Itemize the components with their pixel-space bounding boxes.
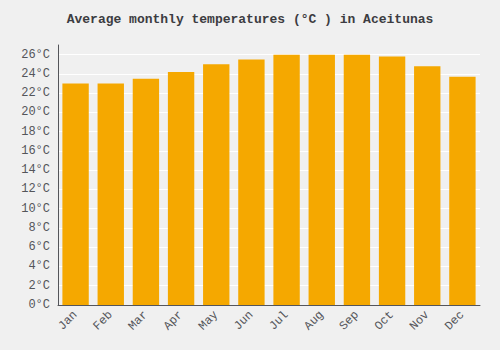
- svg-text:Sep: Sep: [337, 308, 362, 333]
- svg-text:10°C: 10°C: [21, 202, 50, 216]
- svg-text:Oct: Oct: [372, 308, 397, 333]
- svg-text:26°C: 26°C: [21, 48, 50, 62]
- svg-text:6°C: 6°C: [28, 240, 50, 254]
- svg-text:4°C: 4°C: [28, 259, 50, 273]
- svg-text:22°C: 22°C: [21, 86, 50, 100]
- svg-text:Dec: Dec: [442, 308, 467, 333]
- svg-text:May: May: [196, 308, 221, 333]
- svg-text:24°C: 24°C: [21, 67, 50, 81]
- svg-text:Apr: Apr: [161, 308, 186, 333]
- svg-text:16°C: 16°C: [21, 144, 50, 158]
- svg-text:Average monthly temperatures (: Average monthly temperatures (°C ) in Ac…: [67, 12, 434, 27]
- svg-text:2°C: 2°C: [28, 279, 50, 293]
- svg-text:Jul: Jul: [266, 308, 291, 333]
- svg-text:Nov: Nov: [407, 308, 432, 333]
- svg-text:Jun: Jun: [231, 308, 256, 333]
- svg-text:Mar: Mar: [126, 308, 151, 333]
- svg-text:20°C: 20°C: [21, 105, 50, 119]
- svg-text:Jan: Jan: [55, 308, 80, 333]
- svg-text:0°C: 0°C: [28, 298, 50, 312]
- svg-text:12°C: 12°C: [21, 182, 50, 196]
- svg-text:Aug: Aug: [302, 308, 327, 333]
- svg-text:14°C: 14°C: [21, 163, 50, 177]
- svg-text:Feb: Feb: [91, 308, 116, 333]
- svg-text:8°C: 8°C: [28, 221, 50, 235]
- svg-text:18°C: 18°C: [21, 125, 50, 139]
